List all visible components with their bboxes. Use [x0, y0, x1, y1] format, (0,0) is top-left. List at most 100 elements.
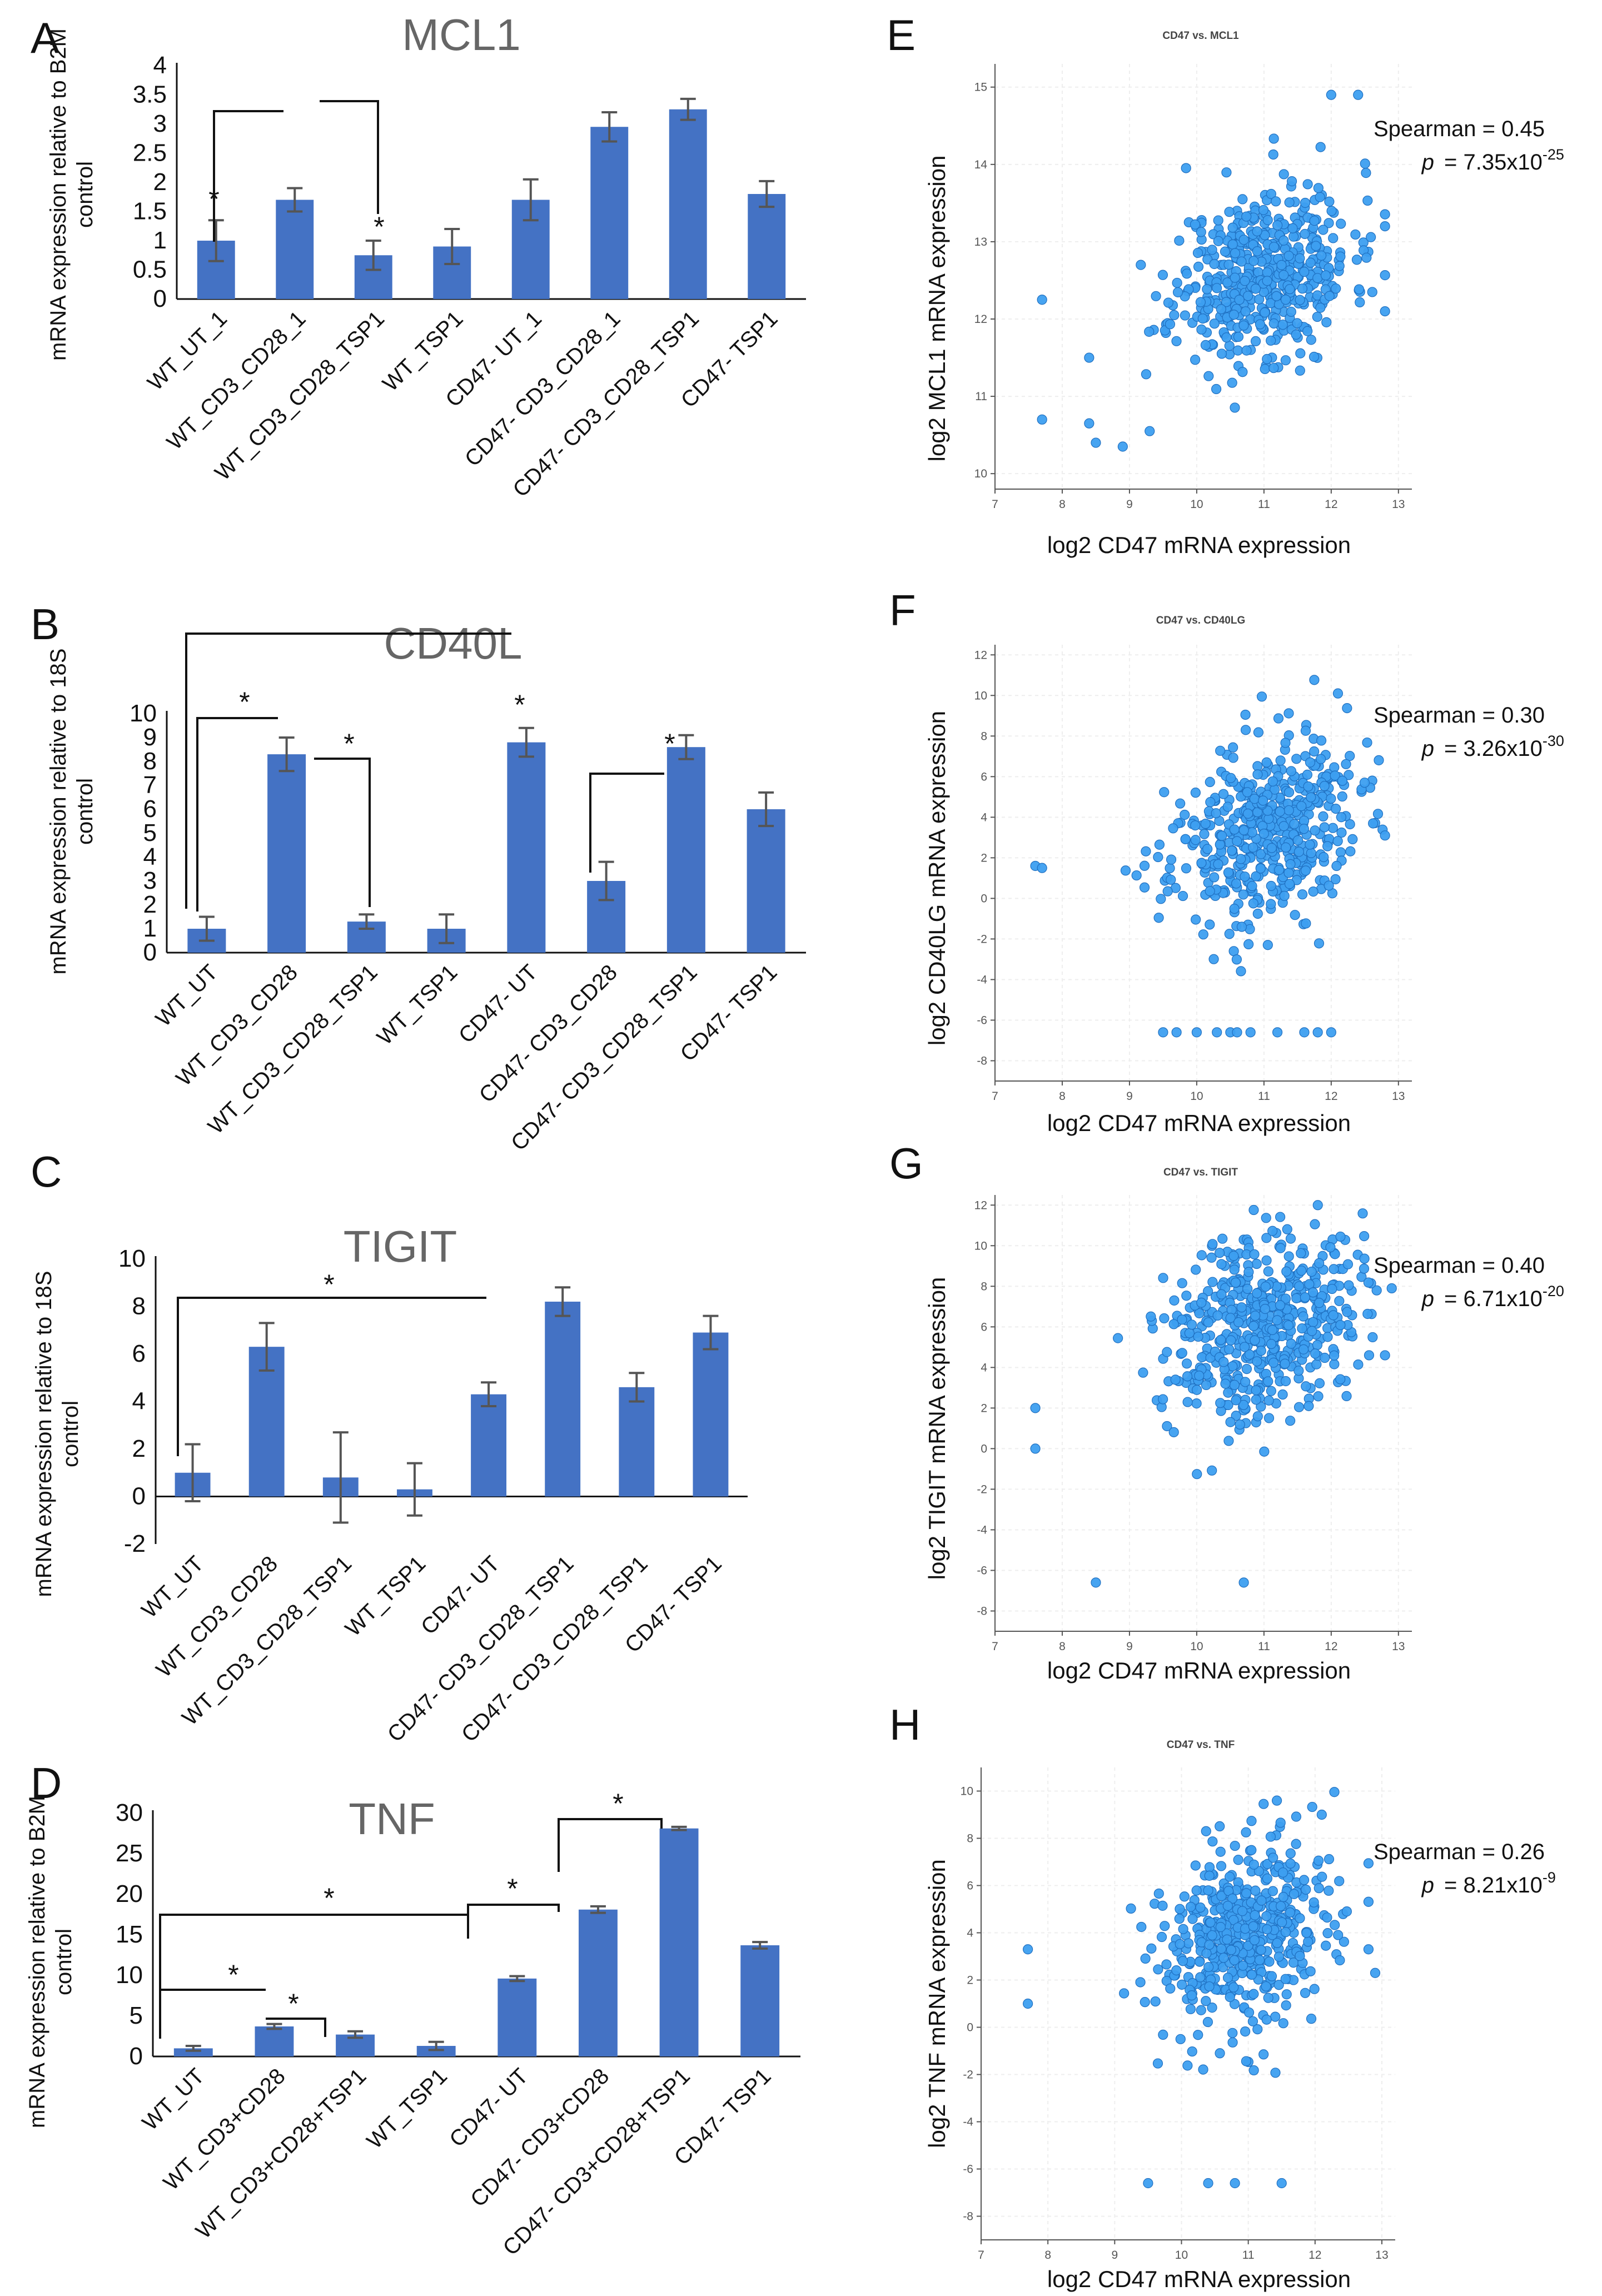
data-point	[1227, 239, 1238, 250]
data-point	[1252, 908, 1263, 919]
y-tick-label: -8	[977, 1054, 987, 1067]
data-point	[1235, 1419, 1245, 1430]
significance-star: *	[239, 686, 250, 718]
data-point	[1324, 196, 1335, 207]
y-tick-label: 8	[132, 1293, 146, 1320]
data-point	[1209, 258, 1220, 270]
data-point	[1261, 1255, 1272, 1266]
data-point	[1243, 2007, 1255, 2018]
data-point	[1268, 318, 1279, 329]
data-point	[1157, 270, 1168, 280]
data-point	[1237, 194, 1248, 205]
data-point	[1275, 1243, 1286, 1253]
chart-title: TNF	[349, 1794, 435, 1844]
data-point	[1234, 295, 1245, 305]
data-point	[1226, 1945, 1236, 1955]
data-point	[1350, 229, 1361, 240]
data-point	[1203, 1885, 1213, 1896]
data-point	[1229, 1999, 1240, 2009]
data-point	[1321, 317, 1332, 327]
data-point	[1158, 2029, 1168, 2040]
data-point	[1216, 304, 1226, 315]
data-point	[1305, 1966, 1316, 1976]
data-point	[1228, 1982, 1239, 1993]
p-value-base: = 7.35x10	[1444, 150, 1543, 175]
y-axis-label-line: control	[73, 778, 97, 845]
data-point	[1228, 310, 1239, 320]
data-point	[1207, 1836, 1218, 1847]
plot-area: 012345678910WT_UTWT_CD3_CD28WT_CD3_CD28_…	[130, 700, 806, 1156]
data-point	[1248, 1204, 1259, 1216]
data-point	[1241, 211, 1252, 222]
spearman-label: Spearman = 0.45	[1374, 117, 1545, 141]
data-point	[1274, 865, 1285, 875]
data-point	[1280, 1358, 1290, 1369]
data-point	[1222, 1973, 1233, 1983]
y-tick-label: -4	[977, 1523, 987, 1536]
data-point	[1268, 133, 1279, 144]
data-point	[1252, 1356, 1262, 1367]
data-point	[1113, 1333, 1123, 1343]
data-point	[1229, 1264, 1240, 1275]
data-point	[1180, 809, 1190, 820]
data-point	[1313, 1855, 1324, 1866]
data-point	[1266, 843, 1277, 853]
data-point	[1154, 839, 1165, 850]
data-point	[1191, 1027, 1202, 1038]
data-point	[1309, 675, 1320, 685]
data-point	[1300, 228, 1310, 240]
data-point	[1267, 1886, 1278, 1896]
data-point	[1185, 2004, 1196, 2014]
data-point	[1277, 320, 1288, 330]
data-point	[1367, 287, 1377, 297]
data-point	[1312, 1027, 1323, 1038]
scatter-plot-area: 7 8 9 10 11 12 13 -8 -6 -4 -2 0 2 4 6 8 10 12	[974, 1195, 1412, 1653]
data-point	[1171, 1027, 1182, 1038]
category-label: WT_TSP1	[372, 960, 462, 1050]
data-point	[1283, 805, 1294, 816]
data-point	[1222, 1934, 1232, 1945]
data-point	[1242, 1283, 1253, 1294]
y-tick-label: 11	[975, 390, 987, 403]
data-point	[1243, 939, 1254, 949]
y-tick-label: 0	[130, 2043, 143, 2070]
data-point	[1272, 1027, 1283, 1038]
data-point	[1277, 1389, 1288, 1400]
data-point	[1261, 1911, 1272, 1921]
y-axis-label: log2 MCL1 mRNA expression	[924, 156, 950, 462]
significance-bracket	[159, 1914, 469, 2039]
data-point	[1153, 1888, 1164, 1899]
data-point	[1256, 849, 1266, 859]
data-point	[1339, 1936, 1349, 1947]
p-value: = 3.26x10-30	[1444, 733, 1564, 761]
data-point	[1226, 845, 1237, 856]
y-tick-label: 8	[981, 730, 987, 743]
data-point	[1177, 1314, 1187, 1325]
data-point	[1191, 1885, 1202, 1896]
data-point	[1223, 260, 1234, 270]
data-point	[1162, 886, 1173, 897]
data-point	[1200, 819, 1211, 829]
data-point	[1310, 1348, 1321, 1359]
data-point	[1117, 441, 1128, 452]
data-point	[1240, 1377, 1251, 1387]
data-point	[1321, 1940, 1331, 1951]
data-point	[1195, 1972, 1206, 1983]
data-point	[1260, 363, 1270, 375]
data-point	[1314, 1298, 1325, 1308]
data-point	[1216, 1861, 1227, 1871]
y-axis-label: log2 TNF mRNA expression	[924, 1859, 950, 2148]
data-point	[1250, 1885, 1261, 1896]
data-point	[1146, 1943, 1157, 1954]
x-tick-label: 7	[992, 1640, 998, 1653]
data-point	[1267, 1226, 1278, 1236]
data-point	[1302, 769, 1312, 780]
data-point	[1224, 207, 1235, 217]
data-point	[1216, 1289, 1227, 1299]
data-point	[1268, 1357, 1279, 1368]
data-point	[1334, 1296, 1345, 1306]
y-tick-label: 12	[974, 1199, 987, 1212]
data-point	[1205, 1917, 1216, 1928]
data-point	[1280, 295, 1291, 305]
data-point	[1182, 268, 1192, 279]
